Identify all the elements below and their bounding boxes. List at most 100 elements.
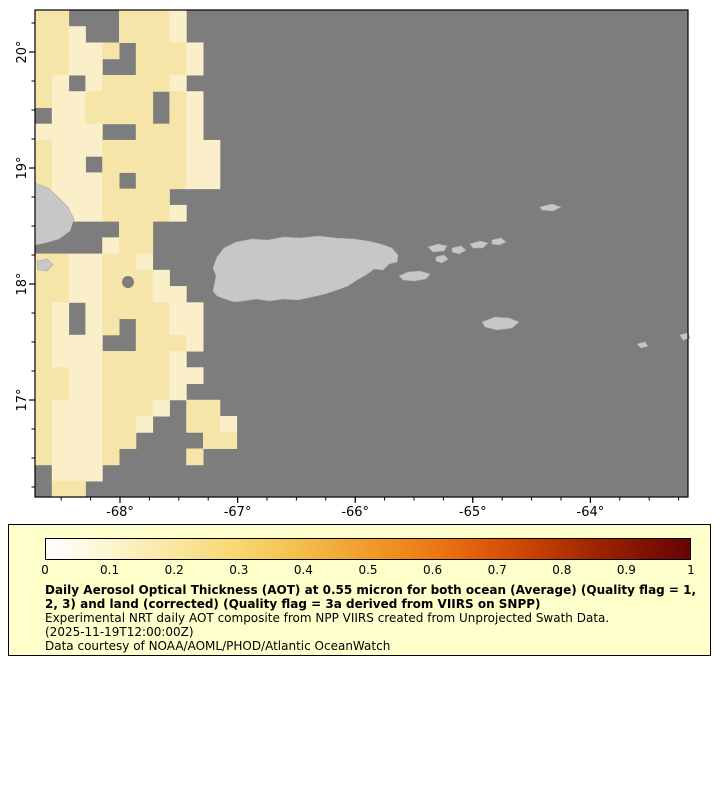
aot-data-cell — [152, 286, 170, 303]
aot-data-cell — [51, 156, 70, 173]
aot-data-cell — [51, 367, 70, 385]
aot-data-cell — [169, 367, 187, 385]
aot-data-cell — [152, 399, 170, 417]
y-axis-label: 19° — [15, 156, 30, 179]
aot-data-cell — [152, 26, 170, 43]
aot-data-cell — [135, 383, 154, 401]
aot-data-cell — [135, 188, 154, 206]
aot-data-cell — [35, 42, 53, 60]
aot-data-cell — [68, 123, 86, 141]
aot-data-cell — [186, 302, 204, 320]
aot-data-cell — [169, 383, 187, 401]
aot-data-cell — [169, 42, 187, 60]
aot-data-cell — [85, 448, 103, 466]
aot-data-cell — [186, 58, 204, 76]
aot-data-cell — [135, 10, 154, 27]
aot-data-cell — [119, 253, 137, 271]
aot-data-cell — [68, 286, 86, 303]
aot-data-cell — [51, 91, 70, 108]
aot-data-cell — [85, 204, 103, 222]
aot-data-cell — [85, 58, 103, 76]
aot-data-cell — [203, 432, 221, 449]
aot-data-cell — [102, 318, 120, 336]
aot-data-cell — [68, 26, 86, 43]
aot-data-cell — [169, 286, 187, 303]
aot-data-cell — [35, 399, 53, 417]
colorbar-tick-label: 0.8 — [552, 563, 572, 577]
aot-data-cell — [35, 334, 53, 352]
aot-data-cell — [51, 172, 70, 190]
x-axis-label: -66° — [341, 505, 369, 520]
aot-data-cell — [186, 318, 204, 336]
aot-data-cell — [152, 188, 170, 206]
aot-data-cell — [51, 123, 70, 141]
aot-data-cell — [85, 91, 103, 108]
aot-data-cell — [203, 139, 221, 157]
aot-data-cell — [68, 383, 86, 401]
aot-data-cell — [169, 26, 187, 43]
aot-data-cell — [102, 91, 120, 108]
aot-data-cell — [68, 432, 86, 449]
aot-data-cell — [135, 237, 154, 255]
aot-data-cell — [68, 448, 86, 466]
aot-data-cell — [35, 383, 53, 401]
aot-data-cell — [85, 172, 103, 190]
aot-data-cell — [35, 286, 53, 303]
aot-data-cell — [169, 318, 187, 336]
aot-data-cell — [186, 42, 204, 60]
aot-data-cell — [119, 91, 137, 108]
colorbar-labels: 0 0.1 0.2 0.3 0.4 0.5 0.6 0.7 0.8 0.9 1 — [41, 563, 695, 578]
aot-data-cell — [203, 399, 221, 417]
aot-data-cell — [169, 123, 187, 141]
aot-data-cell — [85, 269, 103, 287]
legend-timestamp: (2025-11-19T12:00:00Z) — [45, 625, 194, 639]
aot-data-cell — [152, 123, 170, 141]
aot-data-cell — [51, 432, 70, 449]
aot-data-cell — [119, 156, 137, 173]
land-st-john — [451, 245, 467, 255]
aot-data-cell — [186, 139, 204, 157]
aot-data-cell — [102, 448, 120, 466]
aot-data-cell — [135, 26, 154, 43]
aot-data-cell — [85, 464, 103, 482]
aot-data-cell — [135, 334, 154, 352]
aot-data-cell — [51, 26, 70, 43]
x-axis-label: -68° — [106, 505, 134, 520]
aot-data-cell — [68, 91, 86, 108]
aot-data-cell — [85, 432, 103, 449]
aot-data-cell — [152, 139, 170, 157]
aot-map: -68° -67° -66° -65° -64° 20° 19° 18° 17° — [15, 9, 691, 520]
aot-data-cell — [85, 253, 103, 271]
aot-data-cell — [169, 139, 187, 157]
aot-data-cell — [186, 172, 204, 190]
aot-data-cell — [119, 351, 137, 368]
aot-data-cell — [152, 74, 170, 92]
aot-data-cell — [51, 464, 70, 482]
aot-data-cell — [51, 334, 70, 352]
aot-data-cell — [102, 399, 120, 417]
aot-data-cell — [68, 334, 86, 352]
colorbar-tick-label: 0.5 — [358, 563, 378, 577]
aot-data-cell — [169, 74, 187, 92]
aot-data-cell — [35, 351, 53, 368]
aot-data-cell — [152, 383, 170, 401]
aot-data-cell — [51, 269, 70, 287]
aot-data-cell — [35, 58, 53, 76]
aot-data-cell — [203, 416, 221, 433]
aot-data-cell — [68, 139, 86, 157]
aot-data-cell — [35, 74, 53, 92]
aot-data-cell — [85, 42, 103, 60]
aot-data-cell — [51, 448, 70, 466]
y-axis-label: 17° — [15, 388, 30, 411]
aot-data-cell — [68, 480, 86, 498]
aot-data-cell — [102, 367, 120, 385]
aot-data-cell — [119, 432, 137, 449]
land-dominican-republic-coast — [34, 182, 75, 246]
aot-data-cell — [135, 42, 154, 60]
aot-data-cell — [51, 383, 70, 401]
aot-data-cell — [68, 464, 86, 482]
aot-data-cell — [152, 367, 170, 385]
aot-data-cell — [85, 399, 103, 417]
aot-data-cell — [35, 156, 53, 173]
